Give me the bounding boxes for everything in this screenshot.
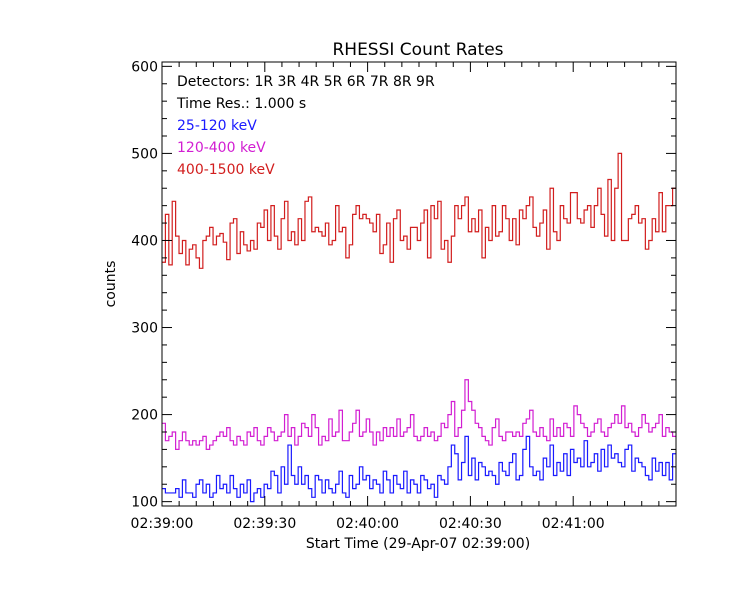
x-tick-label: 02:39:00 — [131, 516, 194, 532]
y-tick-label: 100 — [131, 495, 158, 511]
x-tick-label: 02:39:30 — [233, 516, 296, 532]
y-tick-label: 400 — [131, 233, 158, 249]
legend-entry: Time Res.: 1.000 s — [176, 96, 306, 112]
legend: Detectors: 1R 3R 4R 5R 6R 7R 8R 9R Time R… — [176, 74, 435, 178]
y-tick-label: 600 — [131, 59, 158, 75]
series-line-2 — [162, 379, 676, 451]
y-axis: 100 200 300 400 500 600 — [131, 59, 676, 511]
legend-entry: 120-400 keV — [177, 140, 266, 156]
legend-entry: 400-1500 keV — [177, 162, 275, 178]
y-axis-label: counts — [103, 261, 119, 308]
legend-entry: 25-120 keV — [177, 118, 257, 134]
chart-title: RHESSI Count Rates — [332, 40, 503, 60]
x-tick-label: 02:41:00 — [542, 516, 605, 532]
y-tick-label: 500 — [131, 146, 158, 162]
x-tick-label: 02:40:00 — [336, 516, 399, 532]
x-axis-label: Start Time (29-Apr-07 02:39:00) — [306, 536, 530, 552]
series-group — [162, 152, 676, 503]
y-tick-label: 300 — [131, 321, 158, 337]
legend-entry: Detectors: 1R 3R 4R 5R 6R 7R 8R 9R — [177, 74, 435, 90]
series-line-3 — [162, 435, 676, 503]
series-line-1 — [162, 152, 676, 269]
x-axis: 02:39:00 02:39:30 02:40:00 02:40:30 02:41:00 — [131, 62, 660, 532]
y-tick-label: 200 — [131, 408, 158, 424]
x-tick-label: 02:40:30 — [439, 516, 502, 532]
